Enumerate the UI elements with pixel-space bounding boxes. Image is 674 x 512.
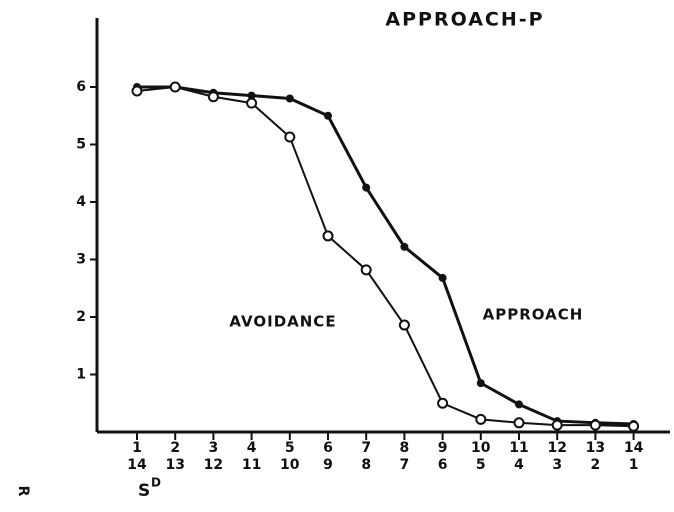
x-axis-label-sup: D bbox=[151, 476, 161, 490]
x-tick-label: 8 bbox=[400, 440, 410, 456]
x-tick-label-2: 1 bbox=[629, 457, 639, 473]
x-tick-label-2: 5 bbox=[476, 457, 486, 473]
x-tick-label: 10 bbox=[471, 440, 491, 456]
x-tick-label: 11 bbox=[509, 440, 528, 456]
point bbox=[589, 419, 601, 431]
x-tick-label: 13 bbox=[586, 440, 605, 456]
point bbox=[475, 413, 487, 425]
x-tick-label-2: 8 bbox=[361, 457, 371, 473]
point bbox=[247, 91, 256, 100]
point bbox=[207, 91, 219, 103]
point bbox=[362, 183, 371, 192]
x-tick-label: 12 bbox=[547, 440, 566, 456]
x-tick-label-2: 7 bbox=[400, 457, 410, 473]
point bbox=[398, 319, 410, 331]
point bbox=[324, 111, 332, 120]
x-tick-label: 9 bbox=[438, 440, 448, 456]
y-tick-label: 6 bbox=[76, 79, 86, 95]
series-line bbox=[136, 85, 634, 428]
series-line bbox=[137, 85, 634, 426]
point bbox=[400, 242, 409, 251]
series-label: AVOIDANCE bbox=[229, 313, 336, 331]
x-tick-label: 2 bbox=[170, 440, 180, 456]
point bbox=[131, 85, 143, 97]
chart-title: APPROACH-P bbox=[385, 9, 544, 31]
y-tick-label: 1 bbox=[76, 367, 86, 383]
y-axis-label: R bbox=[15, 486, 31, 497]
x-tick-label-2: 14 bbox=[127, 457, 147, 473]
x-tick-label-2: 11 bbox=[242, 457, 261, 473]
y-tick-label: 3 bbox=[76, 252, 86, 268]
x-tick-label: 3 bbox=[209, 440, 219, 456]
x-tick-label-2: 10 bbox=[280, 457, 300, 473]
x-tick-label: 7 bbox=[361, 440, 371, 456]
point bbox=[169, 81, 181, 93]
point bbox=[438, 273, 447, 282]
point bbox=[515, 400, 523, 409]
x-tick-label: 4 bbox=[247, 440, 257, 456]
point bbox=[285, 94, 294, 103]
series-label: APPROACH bbox=[483, 306, 584, 324]
x-tick-label: 14 bbox=[624, 440, 644, 456]
y-tick-label: 5 bbox=[76, 137, 86, 153]
point bbox=[360, 264, 372, 276]
point bbox=[246, 97, 258, 109]
point bbox=[476, 379, 485, 388]
x-tick-label: 5 bbox=[285, 440, 295, 456]
x-tick-label-2: 13 bbox=[165, 457, 184, 473]
point bbox=[628, 420, 640, 432]
x-tick-label-2: 6 bbox=[438, 457, 448, 473]
y-tick-label: 2 bbox=[76, 309, 86, 325]
point bbox=[513, 417, 525, 429]
x-tick-label: 1 bbox=[132, 440, 142, 456]
point bbox=[284, 131, 296, 143]
x-tick-label-2: 12 bbox=[204, 457, 223, 473]
x-tick-label-2: 3 bbox=[552, 457, 562, 473]
y-tick-label: 4 bbox=[76, 194, 86, 210]
x-tick-label-2: 9 bbox=[323, 457, 333, 473]
point bbox=[437, 397, 449, 409]
x-axis-label: S bbox=[138, 481, 150, 501]
point bbox=[322, 230, 334, 242]
x-tick-label: 6 bbox=[323, 440, 333, 456]
x-tick-label-2: 4 bbox=[514, 457, 524, 473]
x-tick-label-2: 2 bbox=[591, 457, 601, 473]
point bbox=[551, 419, 563, 431]
